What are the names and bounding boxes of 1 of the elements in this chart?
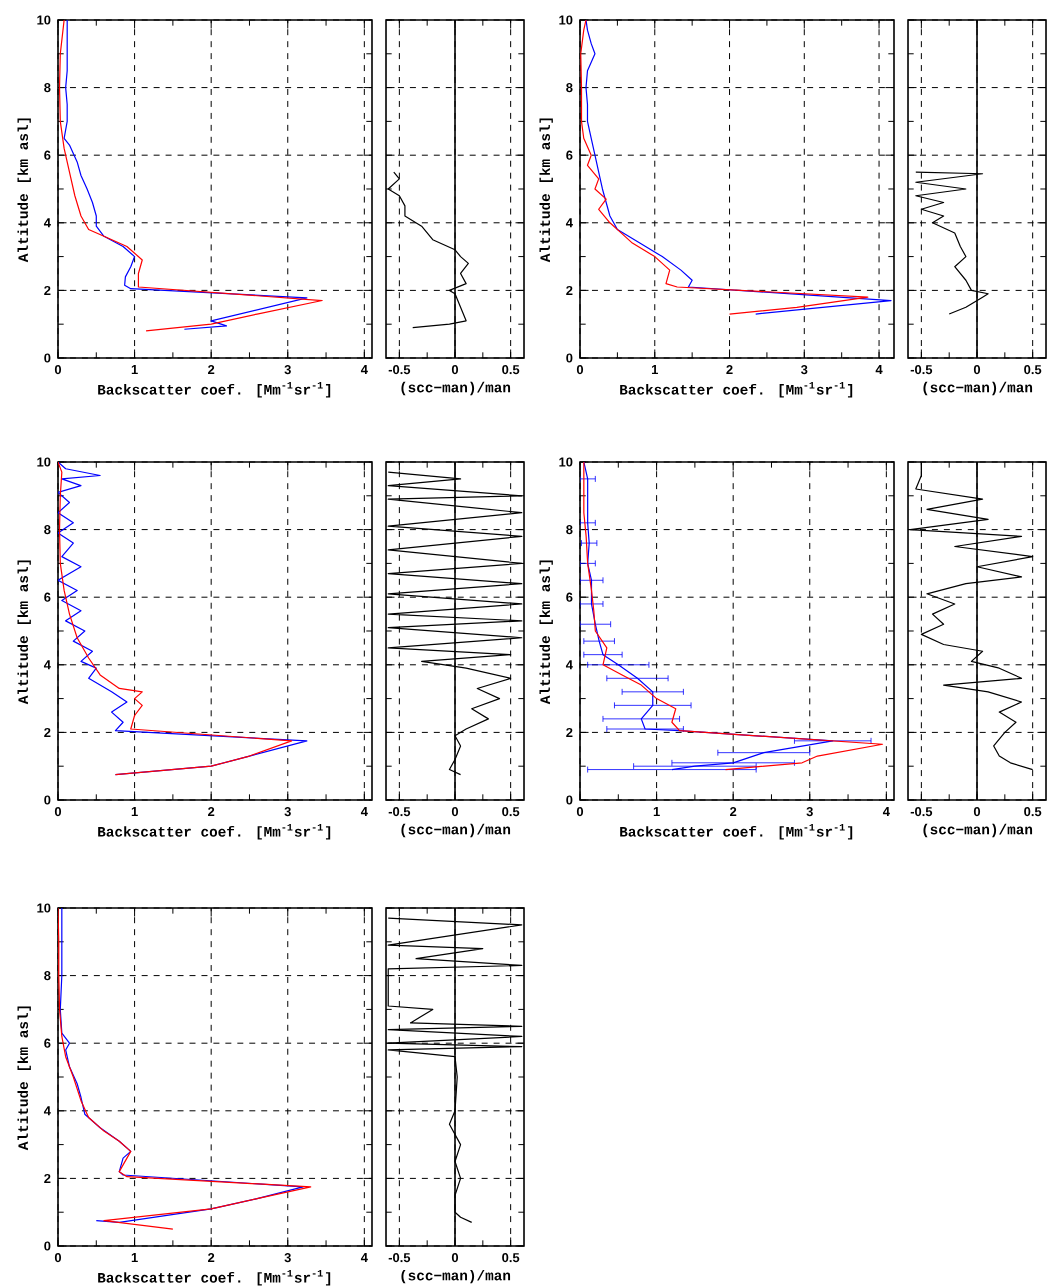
line-series bbox=[583, 461, 884, 771]
